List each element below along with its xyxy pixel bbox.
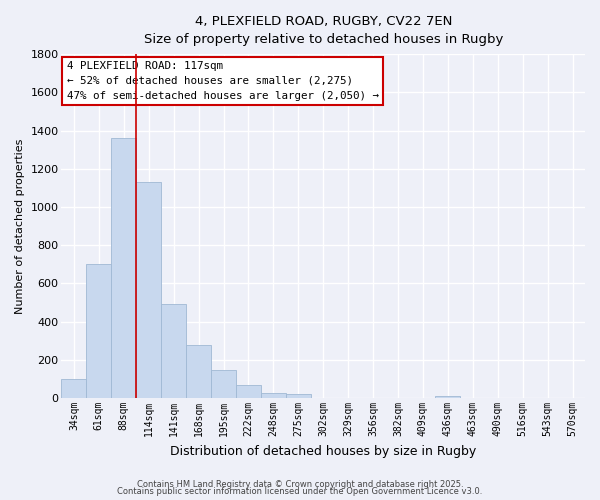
Bar bbox=[436, 396, 460, 398]
Bar bbox=[261, 393, 286, 398]
Text: Contains public sector information licensed under the Open Government Licence v3: Contains public sector information licen… bbox=[118, 487, 482, 496]
Text: 4 PLEXFIELD ROAD: 117sqm
← 52% of detached houses are smaller (2,275)
47% of sem: 4 PLEXFIELD ROAD: 117sqm ← 52% of detach… bbox=[67, 61, 379, 100]
Title: 4, PLEXFIELD ROAD, RUGBY, CV22 7EN
Size of property relative to detached houses : 4, PLEXFIELD ROAD, RUGBY, CV22 7EN Size … bbox=[143, 15, 503, 46]
X-axis label: Distribution of detached houses by size in Rugby: Distribution of detached houses by size … bbox=[170, 444, 476, 458]
Bar bbox=[211, 370, 236, 398]
Bar bbox=[236, 385, 261, 398]
Bar bbox=[161, 304, 186, 398]
Bar bbox=[186, 344, 211, 398]
Bar bbox=[286, 394, 311, 398]
Bar bbox=[86, 264, 112, 398]
Text: Contains HM Land Registry data © Crown copyright and database right 2025.: Contains HM Land Registry data © Crown c… bbox=[137, 480, 463, 489]
Bar bbox=[61, 379, 86, 398]
Bar bbox=[112, 138, 136, 398]
Bar bbox=[136, 182, 161, 398]
Y-axis label: Number of detached properties: Number of detached properties bbox=[15, 138, 25, 314]
